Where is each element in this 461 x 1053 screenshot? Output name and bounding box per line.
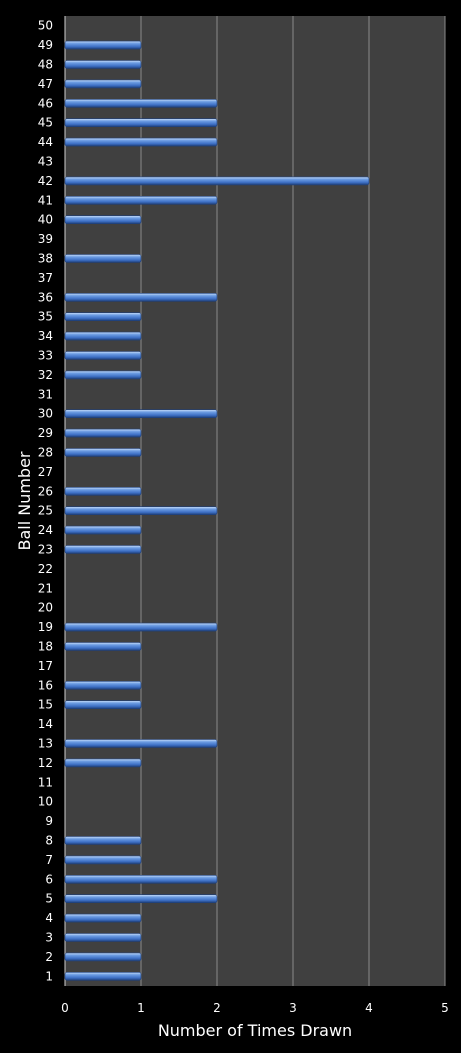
bar-ball-23: [64, 545, 142, 554]
y-tick-label: 23: [38, 543, 53, 557]
bar-ball-18: [64, 642, 142, 651]
x-tick-label: 3: [289, 1001, 297, 1015]
x-axis-tick-labels: 0 1 2 3 4 5: [61, 1001, 449, 1015]
y-tick-label: 11: [38, 775, 53, 789]
y-tick-label: 6: [45, 872, 53, 886]
bar-ball-36: [64, 292, 218, 302]
y-tick-label: 5: [45, 892, 53, 906]
bar-ball-24: [64, 525, 142, 535]
y-tick-label: 35: [38, 310, 53, 324]
bar-ball-3: [64, 933, 142, 942]
y-tick-label: 21: [38, 581, 53, 595]
y-tick-label: 33: [38, 349, 53, 363]
bar-ball-19: [64, 622, 218, 632]
y-tick-label: 40: [38, 213, 53, 227]
y-tick-label: 8: [45, 834, 53, 848]
bar-ball-48: [64, 60, 142, 69]
bar-ball-34: [64, 331, 142, 341]
bar-ball-38: [64, 254, 142, 263]
bar-ball-1: [64, 971, 142, 981]
y-axis-tick-labels: 1234567891011121314151617181920212223242…: [38, 19, 53, 984]
y-tick-label: 1: [45, 969, 53, 983]
y-tick-label: 47: [38, 77, 53, 91]
y-tick-label: 49: [38, 38, 53, 52]
y-tick-label: 19: [38, 620, 53, 634]
y-tick-label: 7: [45, 853, 53, 867]
bar-ball-44: [64, 137, 218, 147]
y-tick-label: 14: [38, 717, 53, 731]
bar-ball-35: [64, 312, 142, 322]
bar-ball-13: [64, 739, 218, 748]
y-tick-label: 25: [38, 504, 53, 518]
x-tick-label: 0: [61, 1001, 69, 1015]
y-tick-label: 22: [38, 562, 53, 576]
y-tick-label: 39: [38, 232, 53, 246]
y-tick-label: 16: [38, 678, 53, 692]
y-tick-label: 27: [38, 465, 53, 479]
y-tick-label: 17: [38, 659, 53, 673]
y-tick-label: 12: [38, 756, 53, 770]
bar-ball-26: [64, 486, 142, 496]
x-tick-label: 1: [137, 1001, 145, 1015]
x-tick-label: 2: [213, 1001, 221, 1015]
bar-ball-41: [64, 196, 218, 205]
y-tick-label: 45: [38, 116, 53, 130]
bar-ball-12: [64, 758, 142, 768]
y-tick-label: 48: [38, 58, 53, 72]
y-tick-label: 34: [38, 329, 53, 343]
y-tick-label: 13: [38, 737, 53, 751]
x-tick-label: 4: [365, 1001, 373, 1015]
y-tick-label: 18: [38, 640, 53, 654]
bar-ball-29: [64, 428, 142, 438]
bar-ball-46: [64, 99, 218, 108]
y-tick-label: 20: [38, 601, 53, 615]
bars: [64, 40, 370, 981]
y-tick-label: 44: [38, 135, 53, 149]
bar-ball-40: [64, 215, 142, 224]
y-tick-label: 36: [38, 290, 53, 304]
bar-ball-16: [64, 680, 142, 690]
bar-ball-25: [64, 506, 218, 516]
bar-ball-4: [64, 913, 142, 923]
y-tick-label: 50: [38, 19, 53, 33]
y-tick-label: 24: [38, 523, 53, 537]
y-tick-label: 29: [38, 426, 53, 440]
y-tick-label: 30: [38, 407, 53, 421]
y-tick-label: 9: [45, 814, 53, 828]
bar-ball-15: [64, 700, 142, 710]
y-tick-label: 4: [45, 911, 53, 925]
y-tick-label: 43: [38, 155, 53, 169]
bar-ball-5: [64, 894, 218, 904]
y-tick-label: 26: [38, 484, 53, 498]
bar-ball-8: [64, 836, 142, 845]
bar-ball-49: [64, 40, 142, 50]
y-tick-label: 10: [38, 795, 53, 809]
y-tick-label: 32: [38, 368, 53, 382]
y-tick-label: 38: [38, 252, 53, 266]
y-tick-label: 31: [38, 387, 53, 401]
bar-ball-30: [64, 409, 218, 419]
bar-ball-32: [64, 370, 142, 380]
bar-ball-47: [64, 79, 142, 89]
y-tick-label: 28: [38, 446, 53, 460]
y-tick-label: 37: [38, 271, 53, 285]
bar-ball-28: [64, 448, 142, 457]
y-tick-label: 2: [45, 950, 53, 964]
bar-ball-6: [64, 874, 218, 884]
bar-ball-33: [64, 351, 142, 360]
y-tick-label: 3: [45, 931, 53, 945]
y-tick-label: 46: [38, 96, 53, 110]
y-axis-title: Ball Number: [15, 451, 34, 550]
y-tick-label: 15: [38, 698, 53, 712]
y-tick-label: 42: [38, 174, 53, 188]
x-axis-title: Number of Times Drawn: [158, 1021, 352, 1040]
bar-ball-45: [64, 118, 218, 127]
y-tick-label: 41: [38, 193, 53, 207]
x-tick-label: 5: [441, 1001, 449, 1015]
bar-ball-2: [64, 952, 142, 962]
bar-ball-42: [64, 176, 370, 186]
bar-ball-7: [64, 855, 142, 865]
